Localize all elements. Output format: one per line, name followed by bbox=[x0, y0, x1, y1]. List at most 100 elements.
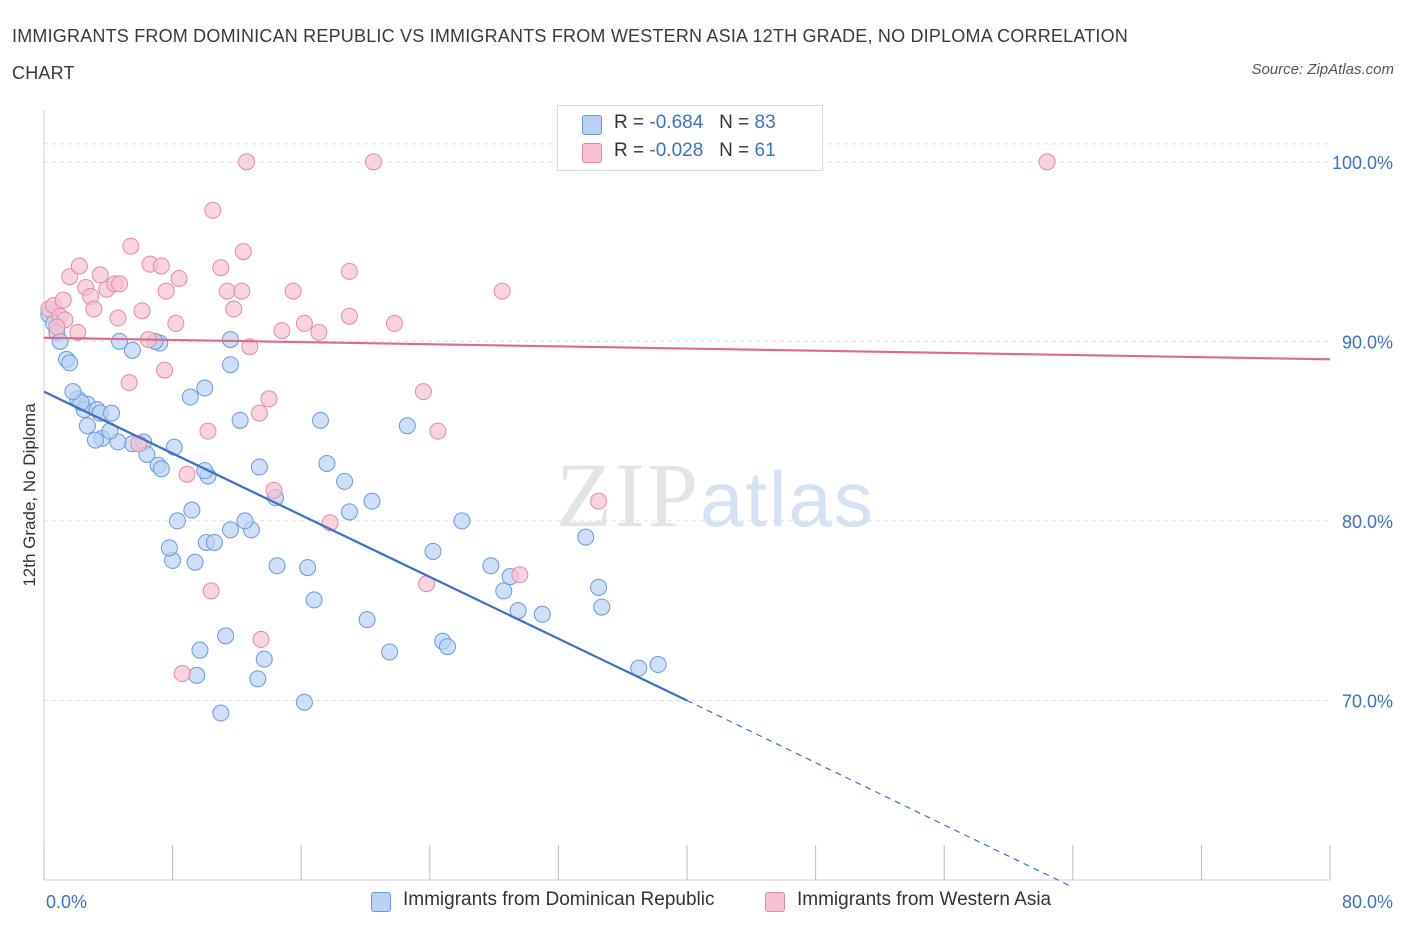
point-western-asia bbox=[273, 322, 291, 340]
point-dominican bbox=[340, 503, 358, 521]
series-name-dominican: Immigrants from Dominican Republic bbox=[403, 889, 715, 910]
point-western-asia bbox=[122, 237, 140, 255]
point-dominican bbox=[363, 492, 381, 510]
point-dominican bbox=[160, 539, 178, 557]
source-label: Source: ZipAtlas.com bbox=[1251, 61, 1394, 78]
point-western-asia bbox=[252, 630, 270, 648]
point-western-asia bbox=[310, 323, 328, 341]
x-tick-label: 80.0% bbox=[1342, 892, 1393, 912]
point-western-asia bbox=[178, 465, 196, 483]
point-western-asia bbox=[202, 582, 220, 600]
point-dominican bbox=[311, 411, 329, 429]
legend-n-value: 83 bbox=[754, 112, 776, 133]
point-dominican bbox=[217, 627, 235, 645]
point-dominican bbox=[358, 611, 376, 629]
legend-n-label: N = bbox=[719, 140, 750, 161]
legend-r-value: -0.684 bbox=[649, 112, 704, 133]
point-western-asia bbox=[340, 307, 358, 325]
point-western-asia bbox=[265, 481, 283, 499]
legend-r-label: R = bbox=[614, 112, 645, 133]
point-dominican bbox=[196, 379, 214, 397]
y-tick-label: 90.0% bbox=[1342, 332, 1393, 352]
point-western-asia bbox=[414, 383, 432, 401]
y-tick-label: 80.0% bbox=[1342, 512, 1393, 532]
point-western-asia bbox=[225, 300, 243, 318]
point-dominican bbox=[249, 670, 267, 688]
point-dominican bbox=[205, 533, 223, 551]
point-western-asia bbox=[212, 259, 230, 277]
point-dominican bbox=[111, 332, 129, 350]
point-western-asia bbox=[167, 314, 185, 332]
legend-r-label: R = bbox=[614, 140, 645, 161]
point-dominican bbox=[336, 472, 354, 490]
legend-swatch-pink bbox=[582, 143, 602, 163]
point-dominican bbox=[191, 641, 209, 659]
point-western-asia bbox=[250, 404, 268, 422]
trendline-dominican bbox=[43, 390, 688, 702]
point-western-asia bbox=[260, 390, 278, 408]
point-dominican bbox=[255, 650, 273, 668]
point-western-asia bbox=[133, 302, 151, 320]
point-dominican bbox=[305, 591, 323, 609]
point-dominican bbox=[495, 582, 513, 600]
point-dominican bbox=[231, 411, 249, 429]
point-western-asia bbox=[238, 153, 256, 171]
series-swatch-blue bbox=[371, 892, 391, 912]
point-dominican bbox=[649, 656, 667, 674]
point-dominican bbox=[51, 332, 69, 350]
point-dominican bbox=[165, 438, 183, 456]
point-dominican bbox=[168, 512, 186, 530]
point-dominican bbox=[577, 528, 595, 546]
chart-title: IMMIGRANTS FROM DOMINICAN REPUBLIC VS IM… bbox=[12, 26, 1128, 83]
point-dominican bbox=[183, 501, 201, 519]
point-dominican bbox=[123, 341, 141, 359]
point-western-asia bbox=[204, 201, 222, 219]
point-dominican bbox=[181, 388, 199, 406]
point-western-asia bbox=[85, 300, 103, 318]
point-dominican bbox=[186, 553, 204, 571]
point-western-asia bbox=[152, 257, 170, 275]
watermark: ZIPatlas bbox=[556, 442, 875, 548]
point-dominican bbox=[152, 460, 170, 478]
point-dominican bbox=[381, 643, 399, 661]
point-dominican bbox=[268, 557, 286, 575]
point-western-asia bbox=[157, 282, 175, 300]
point-western-asia bbox=[284, 282, 302, 300]
point-dominican bbox=[398, 417, 416, 435]
x-tick-label: 0.0% bbox=[46, 892, 87, 912]
point-dominican bbox=[299, 559, 317, 577]
y-tick-label: 100.0% bbox=[1332, 153, 1393, 173]
point-western-asia bbox=[234, 243, 252, 261]
point-western-asia bbox=[111, 275, 129, 293]
point-western-asia bbox=[590, 492, 608, 510]
point-western-asia bbox=[365, 153, 383, 171]
series-swatch-pink bbox=[765, 892, 785, 912]
point-western-asia bbox=[170, 270, 188, 288]
point-dominican bbox=[64, 383, 82, 401]
point-western-asia bbox=[120, 374, 138, 392]
point-western-asia bbox=[493, 282, 511, 300]
point-dominican bbox=[533, 605, 551, 623]
point-western-asia bbox=[429, 422, 447, 440]
watermark-atlas: atlas bbox=[700, 455, 875, 543]
point-dominican bbox=[593, 598, 611, 616]
point-dominican bbox=[221, 331, 239, 349]
legend-r-value: -0.028 bbox=[649, 140, 704, 161]
point-western-asia bbox=[241, 338, 259, 356]
point-dominican bbox=[221, 356, 239, 374]
point-dominican bbox=[295, 693, 313, 711]
stats-legend: R = -0.684 N = 83 R = -0.028 N = 61 bbox=[557, 105, 823, 171]
point-western-asia bbox=[54, 291, 72, 309]
point-dominican bbox=[61, 354, 79, 372]
y-axis-label: 12th Grade, No Diploma bbox=[20, 403, 39, 587]
point-dominican bbox=[221, 521, 239, 539]
point-dominican bbox=[78, 417, 96, 435]
point-dominican bbox=[453, 512, 471, 530]
point-dominican bbox=[318, 454, 336, 472]
point-dominican bbox=[103, 404, 121, 422]
point-western-asia bbox=[70, 257, 88, 275]
point-western-asia bbox=[218, 282, 236, 300]
point-western-asia bbox=[1038, 153, 1056, 171]
point-western-asia bbox=[173, 665, 191, 683]
